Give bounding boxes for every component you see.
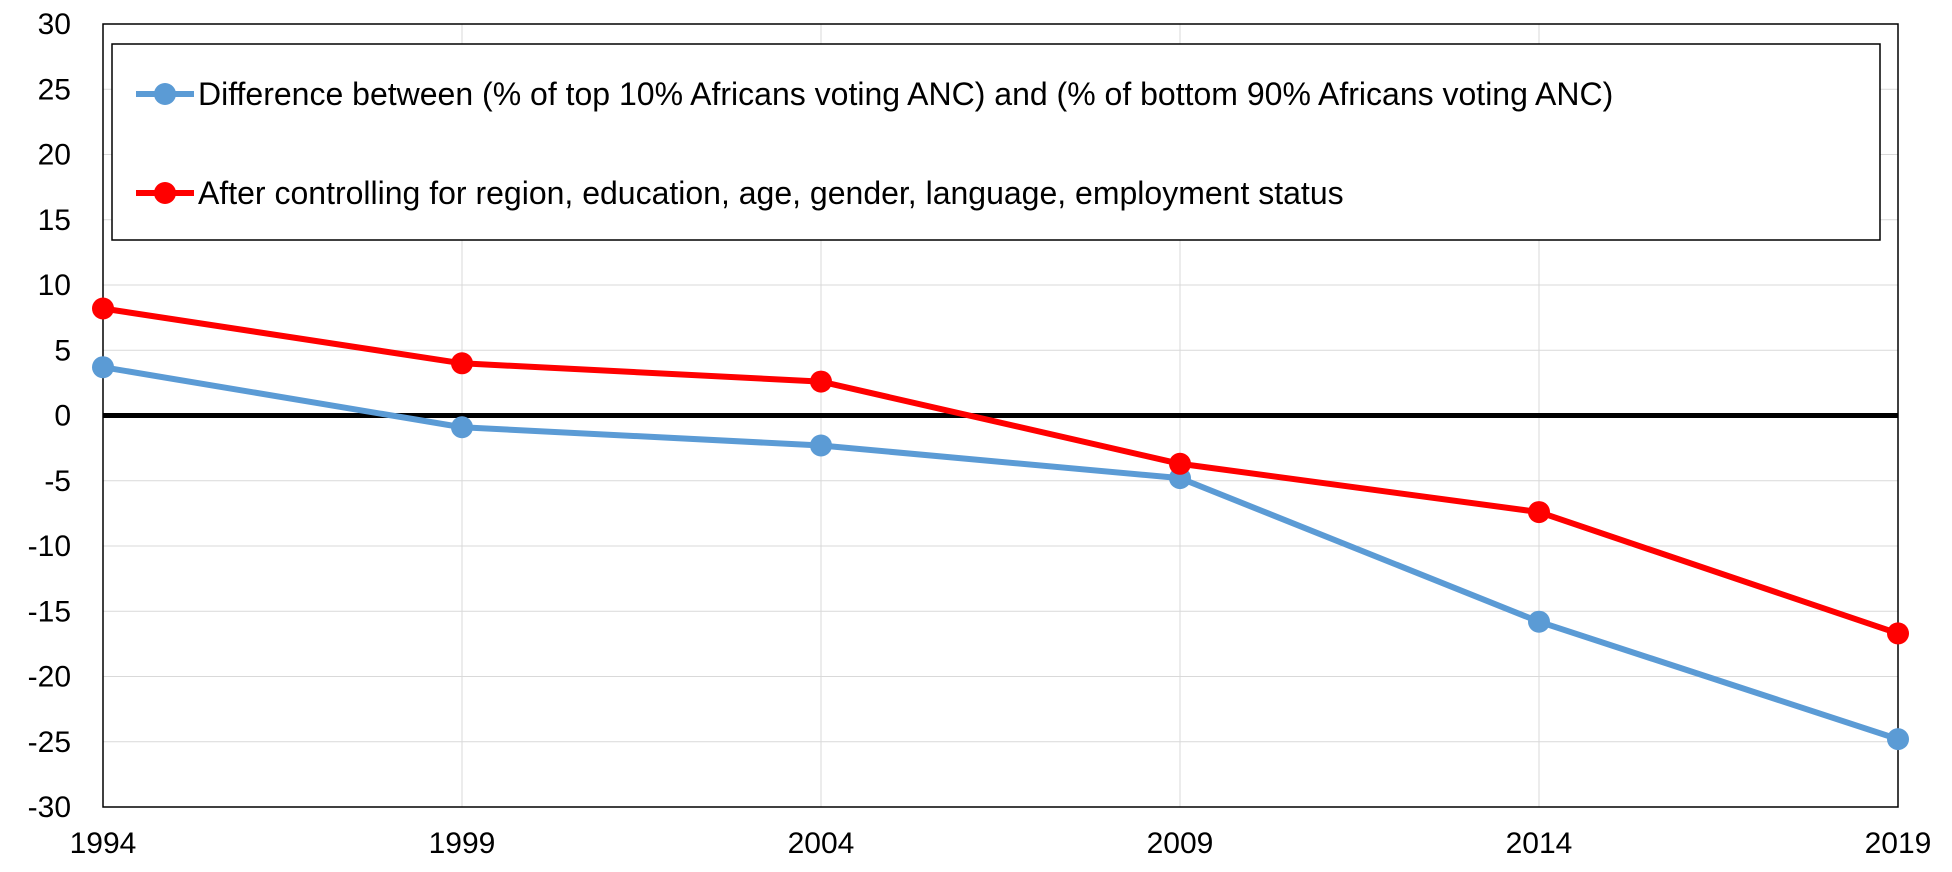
y-tick-label: 0 xyxy=(54,400,71,433)
legend-marker xyxy=(154,182,176,204)
y-tick-label: -10 xyxy=(28,530,71,563)
data-point xyxy=(1887,622,1909,645)
legend-entry: Difference between (% of top 10% African… xyxy=(136,76,1613,112)
x-tick-label: 1994 xyxy=(70,827,137,860)
data-point xyxy=(1169,452,1191,475)
y-tick-label: 15 xyxy=(38,204,71,237)
y-tick-label: 20 xyxy=(38,139,71,172)
series-line xyxy=(102,364,1899,742)
y-tick-label: -20 xyxy=(28,661,71,694)
x-tick-label: 2004 xyxy=(788,827,855,860)
data-point xyxy=(1528,501,1550,524)
legend-entry: After controlling for region, education,… xyxy=(136,175,1344,211)
series-2 xyxy=(92,297,1909,645)
series-line xyxy=(102,305,1899,637)
series-lines xyxy=(92,297,1909,751)
x-tick-label: 2019 xyxy=(1865,827,1932,860)
data-point xyxy=(810,434,832,457)
data-point xyxy=(1887,728,1909,751)
legend-box xyxy=(111,43,1881,241)
data-point xyxy=(451,416,473,439)
y-tick-label: -15 xyxy=(28,595,71,628)
data-point xyxy=(92,297,114,320)
legend-marker xyxy=(154,83,176,105)
x-tick-label: 1999 xyxy=(429,827,496,860)
legend-entries: Difference between (% of top 10% African… xyxy=(136,76,1613,211)
y-tick-label: 10 xyxy=(38,269,71,302)
data-point xyxy=(810,370,832,393)
series-1 xyxy=(92,356,1909,751)
data-point xyxy=(1528,610,1550,633)
y-tick-label: 5 xyxy=(54,334,71,367)
x-axis-tick-labels: 1994 1999 2004 2009 2014 2019 xyxy=(70,827,1932,860)
data-point xyxy=(92,356,114,379)
data-point xyxy=(451,352,473,375)
x-tick-label: 2009 xyxy=(1147,827,1214,860)
legend-label: After controlling for region, education,… xyxy=(198,175,1344,211)
x-tick-label: 2014 xyxy=(1506,827,1573,860)
y-tick-label: -5 xyxy=(44,465,71,498)
y-tick-label: -25 xyxy=(28,726,71,759)
y-tick-label: 30 xyxy=(38,8,71,41)
y-tick-label: 25 xyxy=(38,73,71,106)
y-axis-tick-labels: 30 25 20 15 10 5 0 -5 -10 -15 -20 -25 -30 xyxy=(28,8,71,824)
legend: Difference between (% of top 10% African… xyxy=(111,43,1881,241)
y-tick-label: -30 xyxy=(28,791,71,824)
legend-label: Difference between (% of top 10% African… xyxy=(198,76,1613,112)
